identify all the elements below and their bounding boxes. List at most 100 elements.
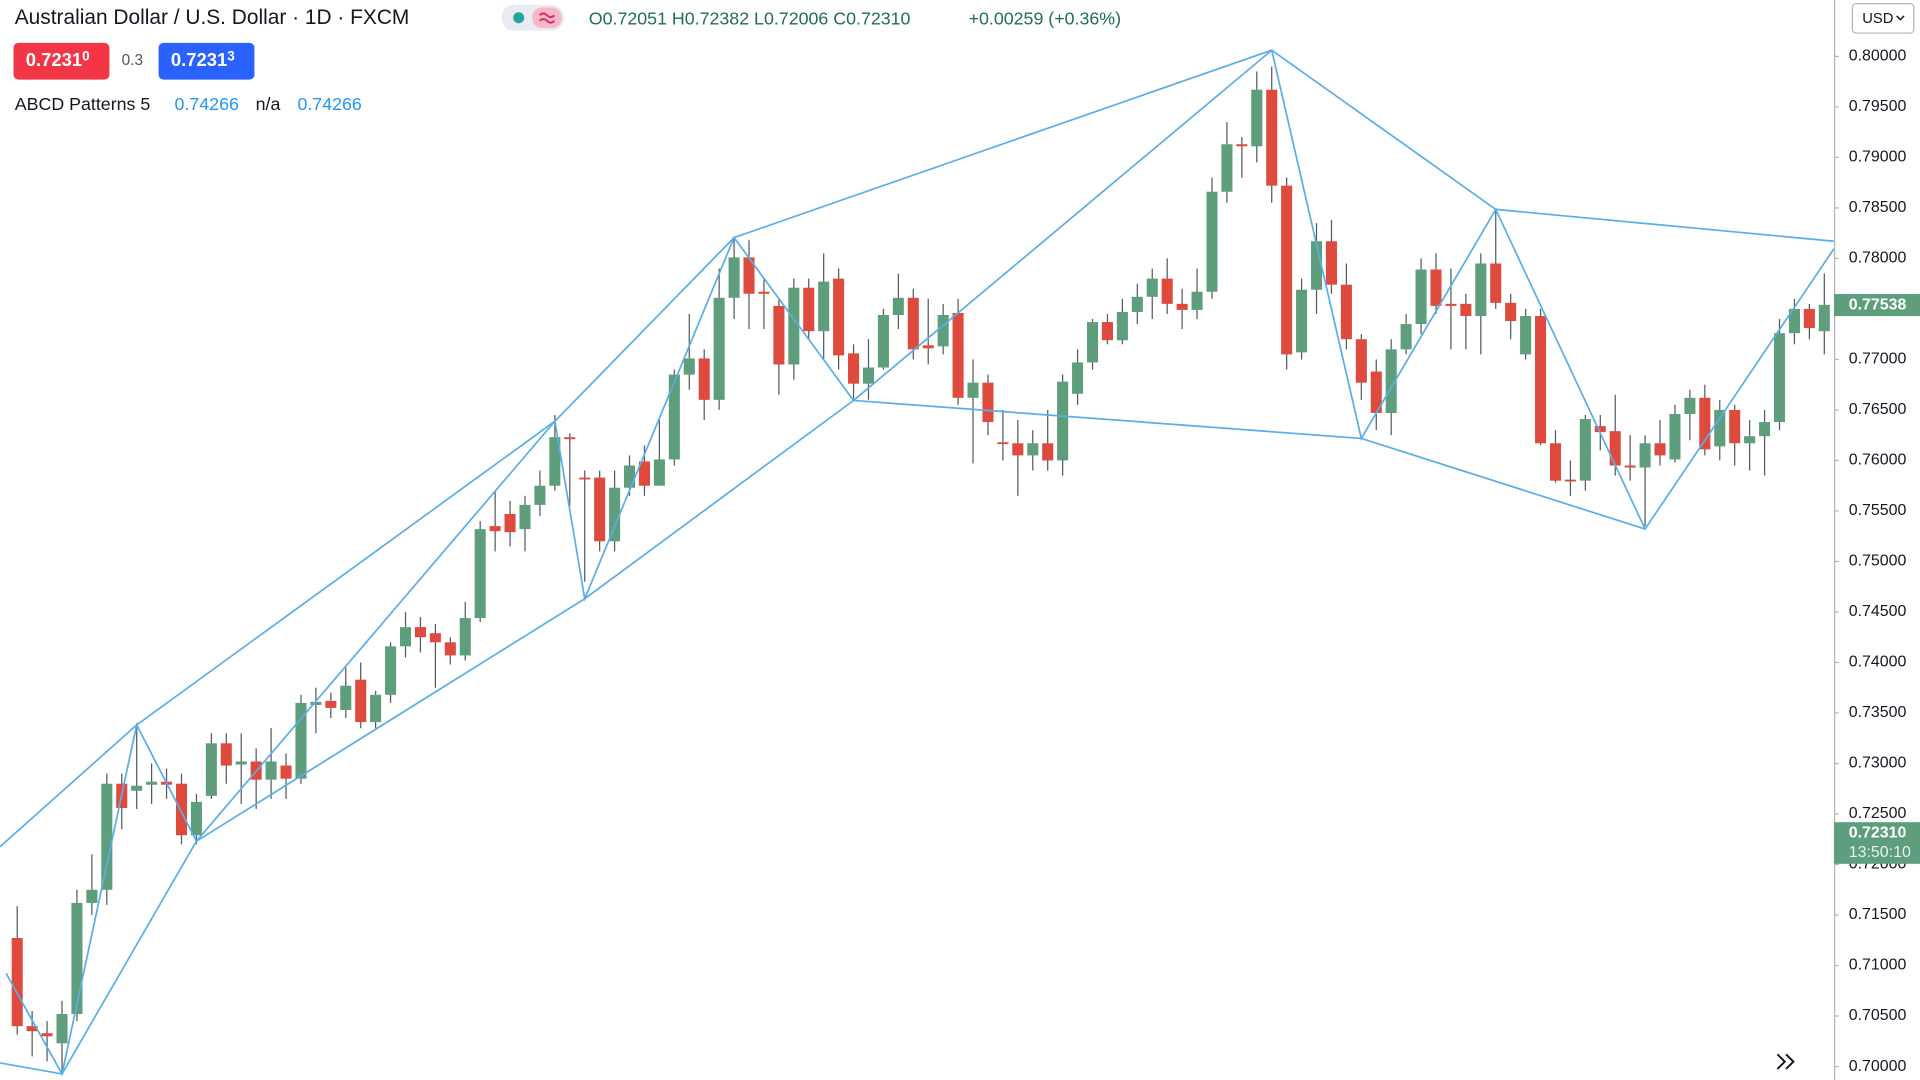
candle-body — [1729, 409, 1741, 444]
candle-body — [1385, 349, 1397, 413]
currency-button[interactable]: USD — [1851, 3, 1915, 34]
y-tick-label: 0.77000 — [1849, 351, 1907, 368]
y-tick-label: 0.72500 — [1849, 805, 1907, 822]
candle-body — [474, 529, 486, 619]
y-tick-label: 0.70500 — [1849, 1007, 1907, 1024]
countdown-label: 13:50:10 — [1849, 844, 1911, 861]
candle-body — [385, 646, 397, 695]
buy-price[interactable]: 0.72313 — [171, 48, 235, 70]
pattern-line — [0, 724, 138, 848]
candle-body — [982, 382, 994, 423]
y-tick-label: 0.78000 — [1849, 250, 1907, 267]
candle-body — [295, 702, 307, 779]
pattern-line — [0, 399, 1646, 1075]
status-pill — [501, 4, 565, 31]
candle-body — [399, 627, 412, 647]
candle-body — [280, 765, 292, 779]
candle-body — [1191, 291, 1203, 310]
candle-body — [11, 937, 23, 1027]
indicator-value: 0.74266 — [297, 94, 361, 114]
candle-body — [220, 743, 232, 766]
indicator-name: ABCD Patterns 5 — [15, 94, 151, 114]
candle-body — [1042, 443, 1054, 461]
candle-body — [41, 1033, 53, 1037]
sell-price-main[interactable]: 0.7231 — [26, 49, 82, 70]
candle-body — [1027, 443, 1039, 456]
candle-body — [86, 889, 98, 903]
candle-body — [1744, 436, 1756, 444]
status-dot — [513, 12, 525, 24]
y-tick-label: 0.75000 — [1849, 553, 1907, 570]
candle-body — [1788, 308, 1800, 334]
candle-body — [1818, 304, 1830, 332]
candle-body — [1684, 397, 1696, 414]
y-tick-label: 0.73000 — [1849, 755, 1907, 772]
currency-caret[interactable] — [1896, 15, 1905, 21]
candle-body — [1161, 278, 1173, 304]
candle-body — [609, 487, 621, 542]
currency-bg[interactable] — [1851, 3, 1915, 34]
candle-body — [429, 633, 441, 643]
delay-icon — [538, 12, 556, 24]
candle-body — [549, 437, 561, 486]
buy-price-sup[interactable]: 3 — [227, 48, 235, 63]
sell-bg[interactable] — [13, 42, 110, 80]
candle-body — [1340, 284, 1352, 340]
scroll-right-button[interactable] — [1767, 1043, 1805, 1080]
candle-body — [1236, 144, 1248, 147]
candle-body — [489, 526, 501, 532]
candle-body — [1072, 362, 1084, 394]
delay-badge — [532, 7, 562, 29]
candle-body — [833, 278, 845, 356]
candle-body — [1101, 322, 1113, 341]
sell-button[interactable]: 0.72310 — [13, 42, 110, 80]
price-label: 0.72310 — [1849, 824, 1907, 841]
buy-button[interactable]: 0.72313 — [158, 42, 255, 80]
candle-body — [175, 783, 188, 836]
candle-body — [1624, 465, 1636, 468]
y-tick-label: 0.71000 — [1849, 957, 1907, 974]
price-label-bg — [1833, 294, 1920, 317]
indicator-value: 0.74266 — [175, 94, 239, 114]
candle-body — [1325, 241, 1337, 285]
candle-body — [1415, 269, 1427, 325]
candle-body — [579, 477, 591, 480]
candle-body — [743, 257, 755, 294]
candle-body — [355, 679, 367, 723]
y-tick-label: 0.76000 — [1849, 452, 1907, 469]
candle-body — [265, 761, 277, 780]
candle-body — [1654, 443, 1666, 456]
candle-body — [594, 477, 606, 542]
y-tick-label: 0.78500 — [1849, 199, 1907, 216]
candle-body — [698, 358, 710, 400]
candle-body — [1669, 413, 1681, 460]
y-tick-label: 0.75500 — [1849, 502, 1907, 519]
candle-body — [803, 287, 815, 332]
y-tick-label: 0.76500 — [1849, 401, 1907, 418]
candle-body — [1251, 89, 1263, 147]
candle-body — [1206, 191, 1218, 292]
y-tick-label: 0.74500 — [1849, 603, 1907, 620]
candle-body — [713, 297, 725, 400]
candle-body — [444, 642, 456, 656]
candle-body — [922, 345, 934, 349]
y-tick-label: 0.74000 — [1849, 654, 1907, 671]
sell-price[interactable]: 0.72310 — [26, 48, 90, 70]
candle-body — [414, 627, 426, 638]
candle-body — [146, 781, 158, 785]
buy-price-main[interactable]: 0.7231 — [171, 49, 227, 70]
candle-body — [1535, 315, 1547, 444]
candle-body — [1490, 263, 1502, 303]
currency-label[interactable]: USD — [1862, 11, 1893, 27]
candle-body — [668, 374, 680, 460]
sell-price-sup[interactable]: 0 — [82, 48, 90, 63]
candle-body — [653, 459, 665, 486]
candle-body — [101, 783, 113, 890]
scroll-icon[interactable] — [1776, 1053, 1795, 1070]
spread: 0.3 — [122, 52, 143, 69]
y-tick-label: 0.71500 — [1849, 906, 1907, 923]
buy-bg[interactable] — [158, 42, 255, 80]
